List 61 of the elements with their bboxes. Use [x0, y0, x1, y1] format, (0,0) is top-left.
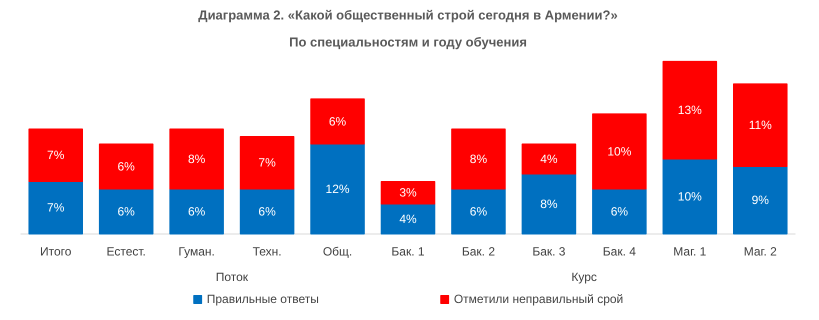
bar [451, 128, 506, 190]
bar [310, 98, 365, 144]
legend-label: Отметили неправильный срой [454, 292, 624, 306]
bar [98, 143, 154, 190]
x-tick-label: Бак. 3 [532, 244, 566, 258]
x-tick-label: Маг. 2 [744, 244, 778, 258]
data-label: 9% [752, 193, 770, 208]
x-tick-label: Бак. 1 [391, 244, 425, 258]
x-tick-label: Бак. 2 [462, 244, 496, 258]
data-label: 6% [610, 204, 628, 218]
data-label: 7% [258, 156, 276, 170]
bar [240, 136, 294, 190]
data-label: 6% [258, 204, 276, 218]
bar [662, 60, 718, 160]
bar [733, 83, 788, 167]
data-label: 3% [399, 186, 417, 200]
legend-label: Правильные ответы [206, 292, 319, 306]
bar [98, 188, 154, 235]
bar [733, 166, 788, 235]
x-tick-label: Общ. [322, 244, 352, 258]
data-label: 8% [470, 152, 488, 166]
bar [451, 188, 506, 235]
data-label: 6% [328, 114, 347, 128]
bar [592, 188, 647, 235]
bar [380, 203, 436, 235]
bar [522, 143, 576, 174]
x-tick-label: Естест. [106, 244, 146, 258]
data-label: 7% [47, 148, 65, 162]
bar [592, 113, 647, 190]
chart-title: Диаграмма 2. «Какой общественный строй сегодня в Армении?» [198, 8, 618, 22]
bar [28, 180, 83, 235]
x-tick-label: Техн. [252, 244, 282, 258]
data-label: 11% [748, 118, 772, 132]
bar [169, 128, 224, 190]
data-label: 6% [470, 204, 488, 218]
data-label: 7% [47, 200, 65, 215]
bar [522, 173, 576, 235]
bar [169, 188, 224, 235]
chart-subtitle: По специальностям и году обучения [289, 34, 527, 50]
data-label: 13% [678, 103, 702, 118]
data-label: 12% [326, 182, 350, 196]
data-label: 10% [678, 189, 702, 204]
data-label: 6% [118, 204, 136, 218]
x-tick-label: Бак. 4 [602, 244, 636, 258]
bar [662, 158, 718, 235]
bar [240, 188, 294, 235]
data-label: 10% [607, 144, 632, 158]
data-label: 8% [188, 152, 206, 166]
text: Поток [216, 270, 249, 284]
text: Курс [571, 270, 597, 284]
bar [380, 180, 436, 204]
data-label: 6% [188, 204, 206, 218]
data-label: 4% [540, 152, 558, 166]
data-label: 4% [399, 212, 417, 226]
bar [28, 128, 83, 182]
bar [310, 143, 365, 235]
data-label: 8% [540, 196, 558, 211]
x-tick-label: Гуман. [178, 244, 215, 258]
data-label: 6% [118, 159, 136, 174]
x-tick-label: Маг. 1 [673, 244, 707, 258]
x-tick-label: Итого [40, 244, 72, 258]
